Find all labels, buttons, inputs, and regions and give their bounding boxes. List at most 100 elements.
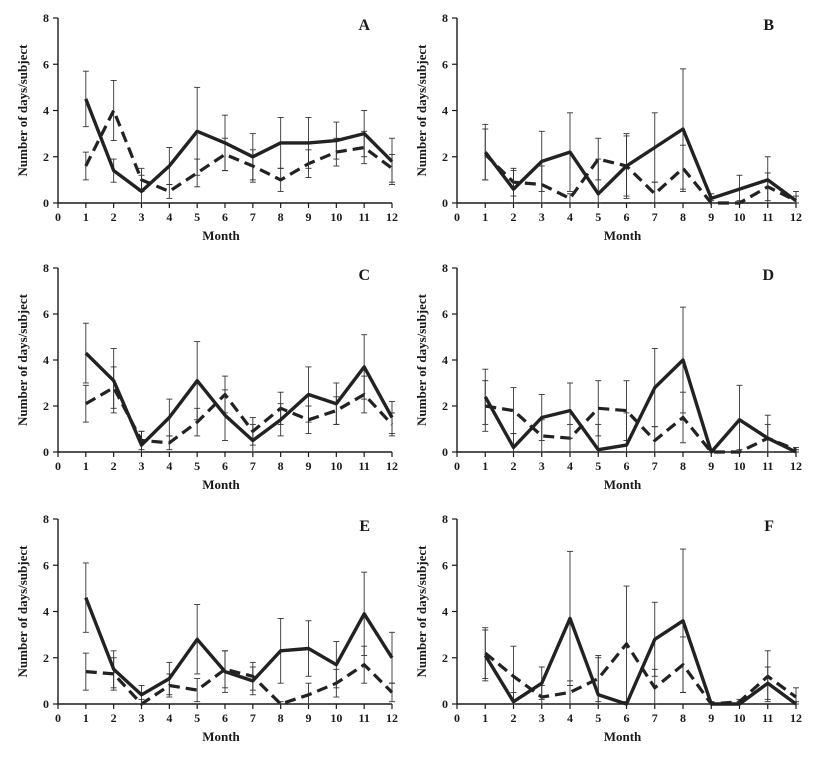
x-axis-title: Month: [604, 729, 642, 744]
x-tick-label: 3: [539, 711, 545, 725]
error-bar: [482, 123, 489, 181]
y-axis-title: Number of days/subject: [414, 44, 429, 177]
y-tick-label: 0: [442, 445, 448, 459]
y-tick-label: 2: [43, 651, 49, 665]
error-bar: [110, 79, 117, 142]
x-tick-label: 3: [139, 711, 145, 725]
x-tick-label: 4: [166, 459, 172, 473]
x-tick-label: 3: [139, 210, 145, 224]
x-tick-label: 10: [330, 459, 342, 473]
series-dashed: [82, 366, 395, 451]
x-tick-label: 1: [83, 459, 89, 473]
y-tick-label: 6: [43, 57, 49, 71]
x-tick-label: 12: [790, 711, 802, 725]
x-tick-label: 4: [166, 711, 172, 725]
y-tick-label: 2: [442, 399, 448, 413]
y-tick-label: 4: [43, 353, 49, 367]
x-axis-title: Month: [604, 228, 642, 243]
x-tick-label: 7: [250, 210, 256, 224]
y-tick-label: 4: [442, 104, 448, 118]
x-tick-label: 6: [624, 459, 630, 473]
x-tick-label: 0: [454, 711, 460, 725]
x-tick-label: 11: [762, 210, 773, 224]
x-tick-label: 8: [680, 711, 686, 725]
x-tick-label: 2: [111, 210, 117, 224]
x-tick-label: 0: [55, 711, 61, 725]
series-line-solid: [483, 616, 798, 706]
x-tick-label: 1: [83, 210, 89, 224]
x-tick-label: 7: [652, 459, 658, 473]
x-tick-label: 9: [306, 459, 312, 473]
x-tick-label: 6: [624, 210, 630, 224]
x-tick-label: 4: [567, 210, 573, 224]
y-tick-label: 2: [43, 399, 49, 413]
x-tick-label: 1: [482, 459, 488, 473]
y-axis-title: Number of days/subject: [414, 293, 429, 426]
series-solid: [82, 322, 395, 453]
panel-label: A: [358, 17, 370, 34]
error-bar: [482, 368, 489, 425]
series-line-solid: [84, 596, 394, 697]
y-tick-label: 4: [43, 605, 49, 619]
panel-label: C: [358, 267, 370, 284]
x-tick-label: 12: [386, 459, 398, 473]
y-tick-label: 0: [442, 697, 448, 711]
x-tick-label: 2: [511, 459, 517, 473]
series-line-dashed: [85, 386, 394, 445]
x-tick-label: 4: [567, 711, 573, 725]
x-tick-label: 10: [330, 711, 342, 725]
x-tick-label: 10: [734, 210, 746, 224]
y-tick-label: 0: [43, 697, 49, 711]
series-line-solid: [84, 98, 394, 194]
x-tick-label: 11: [358, 459, 369, 473]
x-tick-label: 7: [250, 459, 256, 473]
y-tick-label: 2: [442, 150, 448, 164]
x-tick-label: 7: [652, 711, 658, 725]
error-bar: [595, 158, 602, 204]
y-tick-label: 6: [442, 57, 448, 71]
x-tick-label: 10: [330, 210, 342, 224]
y-tick-label: 8: [43, 11, 49, 25]
x-tick-label: 12: [790, 459, 802, 473]
error-bar: [194, 678, 201, 703]
y-tick-label: 6: [43, 558, 49, 572]
x-tick-label: 0: [454, 210, 460, 224]
x-tick-label: 8: [278, 210, 284, 224]
series-solid: [82, 562, 395, 705]
x-tick-label: 6: [222, 459, 228, 473]
x-tick-label: 2: [111, 711, 117, 725]
x-tick-label: 1: [482, 210, 488, 224]
series-line-dashed: [484, 153, 797, 205]
series-dashed: [482, 585, 799, 706]
x-tick-label: 9: [708, 459, 714, 473]
series-solid: [82, 70, 395, 204]
series-line-dashed: [485, 404, 797, 454]
y-axis-title: Number of days/subject: [414, 545, 429, 678]
series-line-dashed: [85, 663, 394, 706]
x-tick-label: 8: [680, 210, 686, 224]
series-line-solid: [84, 351, 394, 447]
error-bar: [249, 423, 256, 453]
y-tick-label: 2: [43, 150, 49, 164]
y-tick-label: 2: [442, 651, 448, 665]
x-tick-label: 5: [194, 210, 200, 224]
y-tick-label: 8: [43, 261, 49, 275]
panel-label: B: [763, 17, 774, 34]
y-tick-label: 8: [43, 512, 49, 526]
error-bar: [166, 184, 173, 199]
panel-label: E: [359, 518, 370, 535]
panel-label: F: [764, 518, 774, 535]
x-axis-title: Month: [202, 477, 240, 492]
series-solid: [482, 306, 799, 454]
x-tick-label: 10: [734, 711, 746, 725]
series-dashed: [482, 128, 799, 205]
x-tick-label: 8: [680, 459, 686, 473]
y-axis-title: Number of days/subject: [15, 293, 30, 426]
x-tick-label: 7: [652, 210, 658, 224]
x-tick-label: 9: [708, 711, 714, 725]
x-tick-label: 12: [386, 210, 398, 224]
